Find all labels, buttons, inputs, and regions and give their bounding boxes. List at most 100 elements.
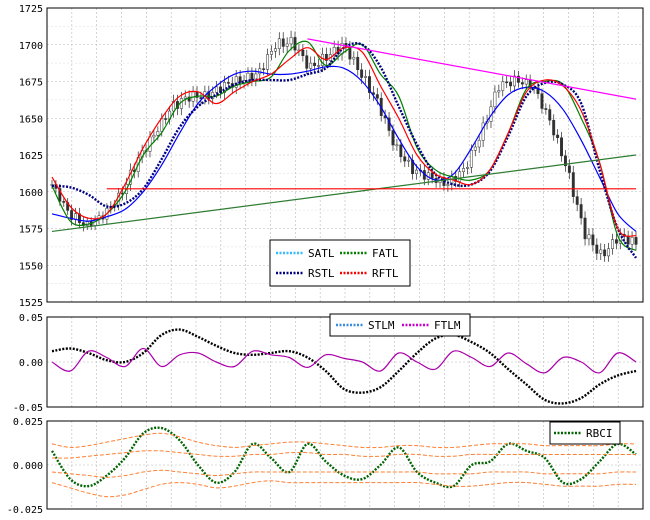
candle-body [293,37,297,51]
candle-body [399,144,403,157]
candle-body [356,56,360,71]
series-satl [51,65,637,232]
candle-body [560,137,563,157]
legend-label-rstl: RSTL [308,267,335,280]
series-line-3 [51,450,636,459]
plot-frame [46,420,644,510]
legend-panel-1: SATL FATL RSTL RFTL [269,239,411,287]
candle-body [160,118,164,132]
legend-label-ftlm: FTLM [434,319,461,332]
candle-body [391,130,395,146]
candle-body [583,217,587,240]
candle-body [352,56,356,60]
panel-2: 0.05 0.00 -0.05 [13,313,644,414]
series-line-2 [51,432,637,449]
candle-body [360,69,364,78]
legend-box [549,421,621,445]
candle-body [540,93,544,109]
candle-body [277,38,281,49]
candle-body [172,101,175,112]
candle-body [595,244,599,254]
plot-frame [46,7,644,303]
y-tick-label: 1625 [19,151,43,162]
y-tick-label: 1700 [19,41,43,52]
legend-label-rftl: RFTL [372,267,399,280]
legend-panel-3: RBCI [549,421,621,445]
candle-body [62,201,66,203]
candle-body [548,109,552,121]
candle-body [266,54,270,70]
candle-body [246,72,250,82]
y-tick-label: 0.05 [19,313,43,324]
series-line-6 [51,154,637,233]
candle-body [152,134,156,138]
candle-body [544,108,548,110]
candle-body [607,248,611,257]
candle-body [466,166,469,169]
candle-body [481,122,485,141]
candle-body [273,48,277,52]
candle-body [164,118,168,120]
panel-3: 0.025 0.000 -0.025 [7,417,644,516]
candle-body [77,213,81,223]
y-tick-label: 0.00 [19,358,43,369]
candle-body [505,81,509,84]
candle-body [395,144,399,147]
candle-body [587,234,591,240]
legend-box [269,239,411,287]
candle-body [317,65,320,67]
candle-body [281,38,285,47]
y-tick-label: 1650 [19,114,43,125]
candle-body [364,76,368,78]
y-tick-label: -0.05 [13,403,43,414]
candle-body [501,81,505,91]
candle-body [575,196,579,205]
candle-body [477,140,481,148]
candle-body [611,239,614,249]
candle-body [458,171,462,182]
candle-body [571,172,575,197]
candle-body [630,237,634,245]
candle-body [285,43,289,47]
candle-body [250,72,254,81]
series-rftl [51,46,637,237]
legend-panel-2: STLM FTLM [329,313,471,337]
series-line-5 [51,480,637,498]
candle-body [375,94,379,99]
y-tick-label: 0.025 [13,417,43,428]
legend-label-satl: SATL [308,247,335,260]
candle-body [497,90,501,93]
y-tick-label: 1600 [19,188,43,199]
y-tick-label: 0.000 [13,461,43,472]
candle-body [634,237,638,245]
candle-body [58,188,62,202]
candle-body [493,91,497,108]
candle-body [309,62,313,69]
candle-body [536,87,540,94]
candle-body [626,236,630,245]
candle-body [148,136,152,152]
candle-body [305,55,309,69]
candle-body [156,131,160,136]
y-tick-label: 1675 [19,78,43,89]
candle-body [368,76,371,93]
candle-body [262,68,266,70]
candle-body [70,210,74,220]
candle-body [183,96,187,99]
candle-body [430,172,434,179]
candle-body [469,150,473,168]
candle-body [591,234,595,246]
legend-label-rbci: RBCI [586,427,613,440]
candle-body [415,169,418,175]
candle-body [226,82,230,84]
candle-body [289,37,293,45]
legend-label-stlm: STLM [368,319,395,332]
candle-body [234,76,238,88]
candle-body [215,86,219,93]
y-tick-label: -0.025 [7,505,43,516]
candle-body [446,184,450,186]
candle-body [473,146,477,151]
candle-body [403,156,407,162]
legend-label-fatl: FATL [372,247,399,260]
